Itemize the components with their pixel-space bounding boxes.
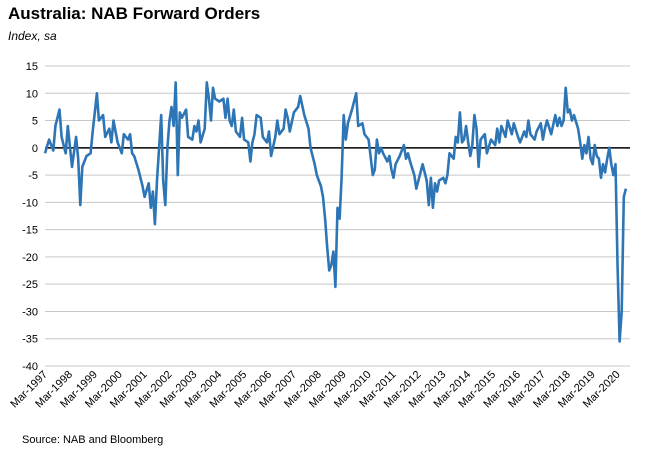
y-tick-label: 10 [26, 88, 38, 100]
chart-title: Australia: NAB Forward Orders [8, 4, 261, 23]
x-axis-tick-labels: Mar-1997Mar-1998Mar-1999Mar-2000Mar-2001… [8, 369, 622, 411]
y-tick-label: -35 [22, 334, 38, 346]
series-line-forward-orders [43, 81, 628, 343]
y-tick-label: -25 [22, 279, 38, 291]
y-tick-label: 5 [32, 116, 38, 128]
y-tick-label: -30 [22, 306, 38, 318]
chart-subtitle: Index, sa [8, 29, 57, 43]
y-tick-label: 0 [32, 143, 38, 155]
gridlines [45, 65, 630, 367]
y-tick-label: -15 [22, 225, 38, 237]
source-note: Source: NAB and Bloomberg [22, 434, 164, 446]
y-tick-label: 15 [26, 61, 38, 73]
y-axis-tick-labels: 15 10 5 0 -5 -10 -15 -20 -25 -30 -35 -40 [22, 61, 38, 373]
y-tick-label: -10 [22, 197, 38, 209]
y-tick-label: -5 [28, 170, 38, 182]
y-tick-label: -40 [22, 361, 38, 373]
y-tick-label: -20 [22, 252, 38, 264]
